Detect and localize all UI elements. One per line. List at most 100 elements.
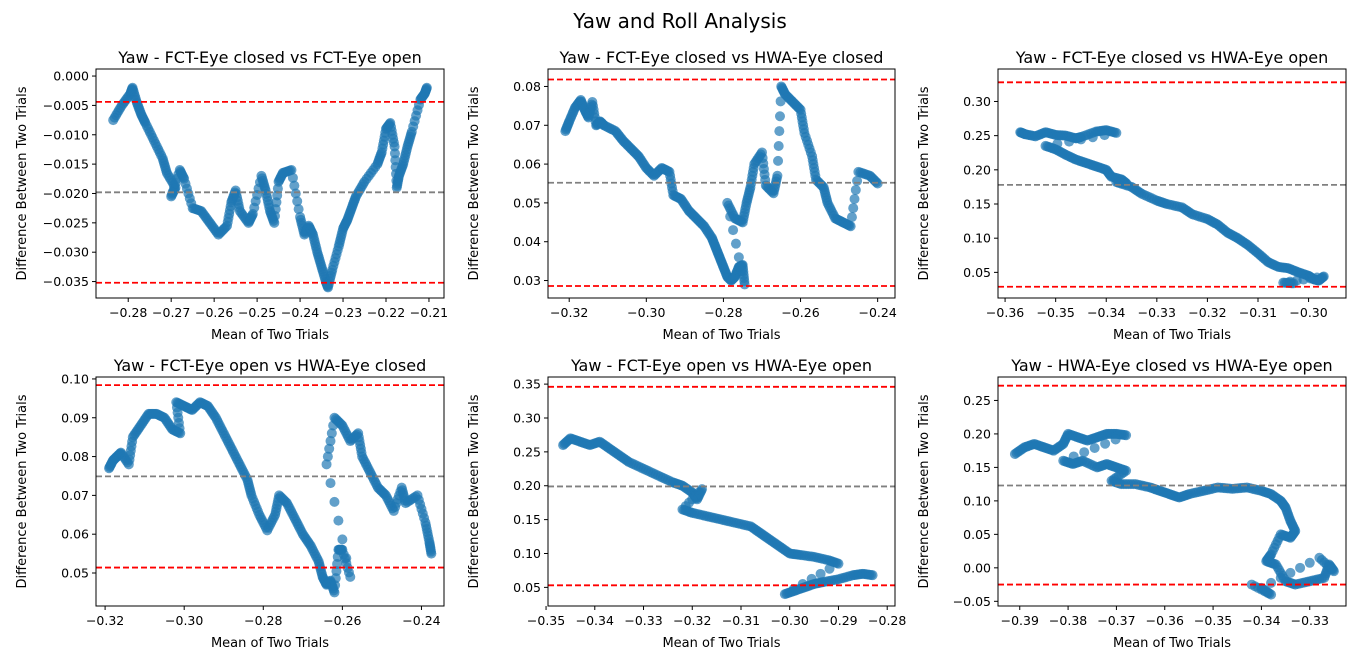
x-axis-label: Mean of Two Trials bbox=[1113, 328, 1231, 343]
x-tick-label: −0.32 bbox=[673, 613, 711, 628]
data-points bbox=[560, 81, 883, 290]
x-tick-label: −0.37 bbox=[1097, 613, 1135, 628]
y-tick-label: 0.000 bbox=[53, 69, 89, 84]
data-points bbox=[1009, 428, 1339, 600]
y-tick-label: 0.20 bbox=[513, 478, 541, 493]
data-point bbox=[1110, 434, 1121, 445]
y-tick-label: 0.04 bbox=[513, 234, 541, 249]
data-point bbox=[1288, 278, 1299, 289]
x-tick-label: −0.30 bbox=[1289, 305, 1327, 320]
x-tick-label: −0.21 bbox=[410, 305, 448, 320]
data-point bbox=[337, 534, 348, 545]
data-point bbox=[325, 436, 336, 447]
y-tick-label: 0.05 bbox=[963, 527, 991, 542]
data-point bbox=[321, 459, 332, 470]
x-tick-label: −0.28 bbox=[109, 305, 147, 320]
y-tick-label: 0.07 bbox=[61, 488, 89, 503]
data-point bbox=[286, 164, 297, 175]
data-point bbox=[867, 570, 878, 581]
y-tick-label: 0.05 bbox=[61, 566, 89, 581]
subplot-4: −0.32 −0.30 −0.28 −0.26 −0.24 0.05 0.06 0.07 0.0… bbox=[15, 356, 445, 651]
y-tick-label: 0.06 bbox=[61, 527, 89, 542]
data-point bbox=[322, 451, 333, 462]
x-tick-label: −0.28 bbox=[244, 613, 282, 628]
x-tick-label: −0.31 bbox=[722, 613, 760, 628]
data-points bbox=[108, 82, 432, 293]
x-tick-label: −0.25 bbox=[238, 305, 276, 320]
y-tick-label: −0.030 bbox=[43, 245, 89, 260]
x-axis-label: Mean of Two Trials bbox=[662, 328, 780, 343]
data-point bbox=[341, 553, 352, 564]
data-point bbox=[329, 496, 340, 507]
x-tick-label: −0.28 bbox=[868, 613, 906, 628]
data-point bbox=[333, 515, 344, 526]
x-tick-label: −0.32 bbox=[550, 305, 588, 320]
x-axis-label: Mean of Two Trials bbox=[662, 636, 780, 651]
y-axis-label: Difference Between Two Trials bbox=[467, 86, 482, 280]
subplot-title: Yaw - FCT-Eye closed vs HWA-Eye closed bbox=[559, 48, 884, 67]
y-tick-label: 0.15 bbox=[963, 197, 991, 212]
x-tick-label: −0.26 bbox=[195, 305, 233, 320]
y-tick-label: 0.20 bbox=[963, 162, 991, 177]
subplot-1: −0.28 −0.27 −0.26 −0.25 −0.24 −0.23 −0.22 −0.21… bbox=[15, 48, 448, 343]
data-point bbox=[1089, 442, 1100, 453]
x-tick-label: −0.33 bbox=[1138, 305, 1176, 320]
y-tick-label: 0.25 bbox=[963, 128, 991, 143]
data-point bbox=[421, 82, 432, 93]
y-tick-label: 0.15 bbox=[963, 460, 991, 475]
y-tick-label: 0.00 bbox=[963, 560, 991, 575]
x-tick-label: −0.34 bbox=[1242, 613, 1280, 628]
y-tick-label: 0.07 bbox=[513, 118, 541, 133]
x-tick-label: −0.39 bbox=[1001, 613, 1039, 628]
data-point bbox=[1064, 136, 1075, 147]
y-tick-label: 0.05 bbox=[963, 265, 991, 280]
x-tick-label: −0.35 bbox=[1037, 305, 1075, 320]
data-point bbox=[1314, 552, 1325, 563]
data-point bbox=[728, 225, 739, 236]
data-point bbox=[849, 194, 860, 205]
y-tick-label: 0.05 bbox=[513, 195, 541, 210]
data-point bbox=[426, 548, 437, 559]
data-point bbox=[1295, 562, 1306, 573]
subplot-grid: −0.28 −0.27 −0.26 −0.25 −0.24 −0.23 −0.22 −0.21… bbox=[15, 48, 1347, 651]
data-point bbox=[1099, 130, 1110, 141]
x-tick-label: −0.32 bbox=[1188, 305, 1226, 320]
y-tick-label: −0.010 bbox=[43, 127, 89, 142]
axes-frame bbox=[95, 68, 445, 299]
x-tick-label: −0.26 bbox=[781, 305, 819, 320]
x-tick-label: −0.38 bbox=[1049, 613, 1087, 628]
subplot-3: −0.36 −0.35 −0.34 −0.33 −0.32 −0.31 −0.30 0.05 0… bbox=[917, 48, 1347, 343]
subplot-2: −0.32 −0.30 −0.28 −0.26 −0.24 0.03 0.04 0.05 0.0… bbox=[467, 48, 897, 343]
data-points bbox=[104, 397, 437, 598]
x-tick-label: −0.35 bbox=[1194, 613, 1232, 628]
x-tick-label: −0.36 bbox=[986, 305, 1024, 320]
y-tick-label: 0.08 bbox=[61, 449, 89, 464]
data-point bbox=[293, 204, 304, 215]
data-point bbox=[1075, 134, 1086, 145]
y-tick-label: −0.025 bbox=[43, 215, 89, 230]
x-axis-label: Mean of Two Trials bbox=[1113, 636, 1231, 651]
data-point bbox=[345, 571, 356, 582]
data-point bbox=[1100, 438, 1111, 449]
figure-title: Yaw and Roll Analysis bbox=[572, 9, 787, 33]
y-axis-label: Difference Between Two Trials bbox=[917, 394, 932, 588]
data-point bbox=[1111, 127, 1122, 138]
y-tick-label: −0.005 bbox=[43, 98, 89, 113]
data-point bbox=[326, 428, 337, 439]
y-tick-label: 0.10 bbox=[513, 546, 541, 561]
axes-frame bbox=[95, 376, 445, 607]
subplot-5: −0.35 −0.34 −0.33 −0.32 −0.31 −0.30 −0.29 −0.28… bbox=[467, 356, 906, 651]
data-point bbox=[736, 265, 747, 276]
data-point bbox=[1275, 572, 1286, 583]
y-tick-label: 0.10 bbox=[963, 493, 991, 508]
y-tick-label: 0.03 bbox=[513, 273, 541, 288]
y-tick-label: 0.30 bbox=[513, 410, 541, 425]
x-tick-label: −0.36 bbox=[1146, 613, 1184, 628]
x-tick-label: −0.32 bbox=[86, 613, 124, 628]
data-point bbox=[772, 170, 783, 181]
y-tick-label: 0.25 bbox=[963, 393, 991, 408]
data-point bbox=[846, 212, 857, 223]
x-tick-label: −0.23 bbox=[324, 305, 362, 320]
data-point bbox=[292, 196, 303, 207]
subplot-title: Yaw - FCT-Eye closed vs FCT-Eye open bbox=[117, 48, 422, 67]
